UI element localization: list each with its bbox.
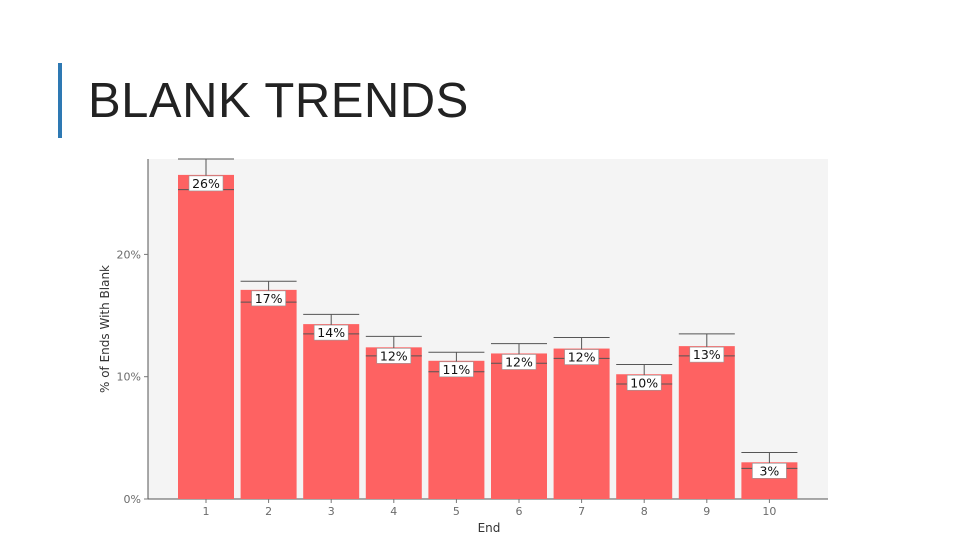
x-tick-label: 5	[453, 505, 460, 518]
x-tick-label: 1	[203, 505, 210, 518]
bar	[240, 289, 297, 499]
bar	[491, 353, 547, 499]
x-tick-label: 2	[265, 505, 272, 518]
x-tick-label: 3	[328, 505, 335, 518]
y-axis-title: % of Ends With Blank	[98, 265, 112, 393]
slide-title: BLANK TRENDS	[88, 74, 469, 128]
bar-label: 12%	[568, 350, 596, 365]
bar-label: 12%	[505, 354, 533, 369]
x-tick-label: 8	[641, 505, 648, 518]
bar	[178, 174, 234, 499]
bar	[428, 360, 485, 499]
bar-label-box	[564, 349, 599, 365]
y-tick-label: 20%	[117, 248, 141, 261]
x-tick-label: 4	[390, 505, 397, 518]
bar	[553, 348, 610, 499]
bar-label-box	[376, 348, 412, 364]
bar	[678, 346, 735, 499]
bar-label-box	[313, 324, 349, 341]
bar-label-box	[752, 463, 787, 479]
bar-label: 11%	[443, 362, 471, 377]
bar-label-box	[251, 290, 286, 307]
x-axis-title: End	[478, 521, 501, 535]
bar-label: 14%	[317, 325, 345, 340]
x-tick-label: 9	[703, 505, 710, 518]
bar-label-box	[439, 361, 474, 378]
bar-label-box	[188, 175, 224, 192]
bar-label: 12%	[380, 348, 408, 363]
bar-label: 10%	[630, 375, 658, 390]
bar-label: 13%	[693, 347, 721, 362]
bar-label: 3%	[759, 463, 779, 478]
y-tick-label: 0%	[124, 493, 141, 506]
bar-label: 26%	[192, 176, 220, 191]
bar-label: 17%	[255, 291, 283, 306]
x-tick-label: 6	[516, 505, 523, 518]
bar	[365, 347, 422, 499]
bar	[616, 374, 673, 499]
y-tick-label: 10%	[117, 371, 141, 384]
x-tick-label: 7	[578, 505, 585, 518]
bar-label-box	[689, 346, 725, 363]
bar	[303, 324, 360, 499]
bar-label-box	[501, 354, 537, 370]
bar-label-box	[626, 374, 662, 391]
x-tick-label: 10	[762, 505, 776, 518]
title-accent-bar	[58, 63, 62, 138]
